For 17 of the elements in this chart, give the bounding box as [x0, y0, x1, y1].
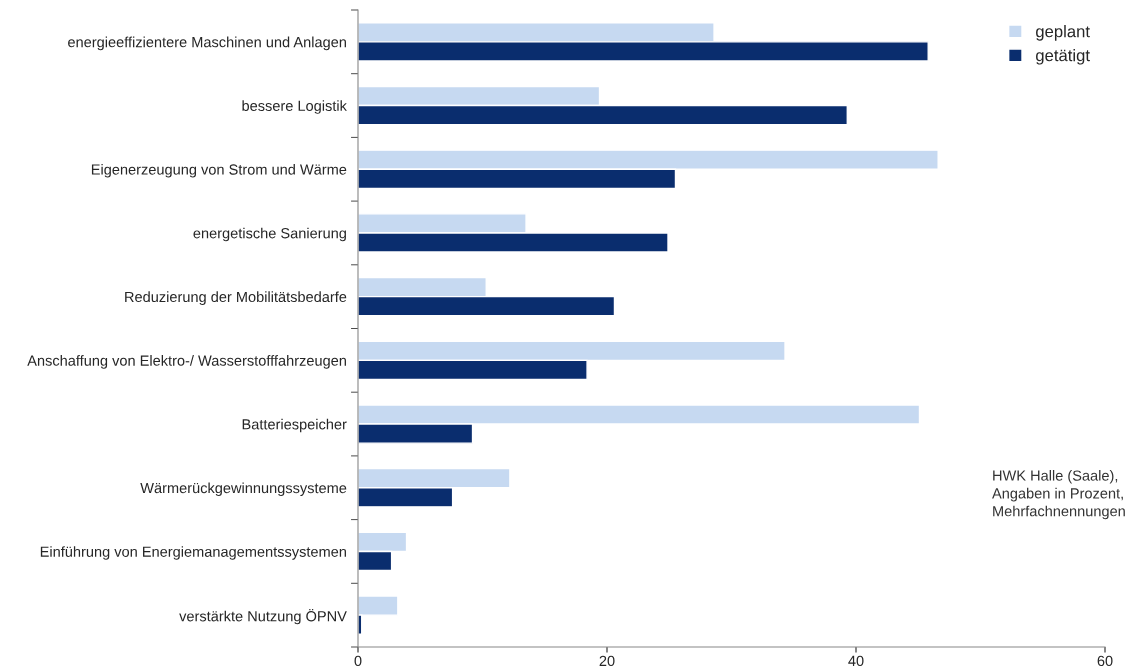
y-tick-label: bessere Logistik — [242, 100, 347, 114]
y-tick-label: Batteriespeicher — [242, 418, 347, 433]
y-tick-label: Anschaffung von Elektro-/ Wasserstofffahrzeugen — [27, 355, 346, 369]
legend-label: getätigt — [1036, 49, 1090, 65]
x-tick-label: 20 — [599, 655, 615, 667]
x-tick-label: 40 — [848, 655, 864, 667]
y-tick-label: verstärkte Nutzung ÖPNV — [179, 609, 347, 625]
y-tick-label: Eigenerzeugung von Strom und Wärme — [91, 163, 347, 178]
x-tick-label: 0 — [354, 655, 362, 667]
y-tick-label: Reduzierung der Mobilitätsbedarfe — [125, 291, 347, 305]
annotation: HWK Halle (Saale), Angaben in Prozent, Mehrfachnennungen — [992, 470, 1125, 520]
y-tick-label: energieeffizientere Maschinen und Anlagen — [68, 36, 346, 51]
y-tick-label: Einführung von Energiemanagementssystemen — [40, 546, 346, 560]
y-tick-label: energetische Sanierung — [193, 227, 346, 242]
x-tick-label: 60 — [1097, 655, 1113, 667]
y-tick-label: Wärmerückgewinnungssysteme — [140, 482, 347, 497]
legend-label: geplant — [1036, 25, 1090, 41]
